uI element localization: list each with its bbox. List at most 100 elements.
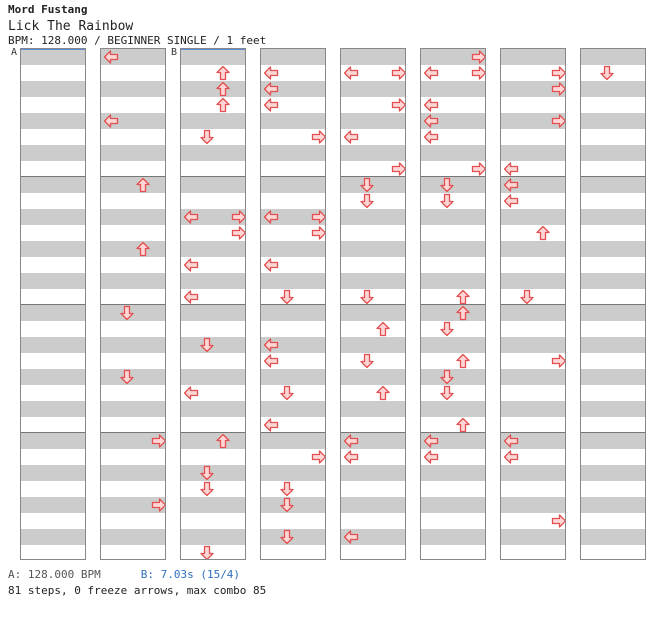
beat-stripe [101, 401, 165, 417]
beat-stripe [21, 113, 85, 129]
arrow-left-icon [423, 129, 439, 145]
beat-stripe [421, 49, 485, 65]
arrow-down-icon [119, 369, 135, 385]
measure-line [21, 432, 85, 433]
beat-stripe [261, 81, 325, 97]
beat-stripe [21, 305, 85, 321]
arrow-left-icon [103, 49, 119, 65]
arrow-left-icon [423, 449, 439, 465]
beat-stripe [261, 273, 325, 289]
beat-stripe [261, 337, 325, 353]
arrow-right-icon [391, 65, 405, 81]
beat-stripe [261, 305, 325, 321]
beat-stripe [501, 529, 565, 545]
arrow-up-icon [455, 417, 471, 433]
arrow-down-icon [439, 193, 455, 209]
arrow-right-icon [231, 225, 245, 241]
arrow-down-icon [599, 65, 615, 81]
beat-stripe [21, 369, 85, 385]
beat-stripe [181, 369, 245, 385]
beat-stripe [261, 145, 325, 161]
beat-stripe [581, 433, 645, 449]
arrow-right-icon [311, 129, 325, 145]
arrow-right-icon [311, 225, 325, 241]
arrow-left-icon [343, 65, 359, 81]
beat-stripe [101, 337, 165, 353]
arrow-right-icon [231, 209, 245, 225]
beat-stripe [501, 369, 565, 385]
arrow-up-icon [135, 177, 151, 193]
beat-stripe [341, 49, 405, 65]
arrow-down-icon [279, 529, 295, 545]
arrow-down-icon [359, 289, 375, 305]
arrow-right-icon [471, 161, 485, 177]
beat-stripe [581, 337, 645, 353]
arrow-left-icon [503, 177, 519, 193]
arrow-down-icon [199, 337, 215, 353]
arrow-right-icon [551, 65, 565, 81]
measure-line [421, 176, 485, 177]
arrow-up-icon [375, 385, 391, 401]
beat-stripe [501, 177, 565, 193]
measure-line [261, 176, 325, 177]
measure-line [581, 176, 645, 177]
beat-stripe [421, 241, 485, 257]
arrow-down-icon [359, 177, 375, 193]
measure-line [341, 176, 405, 177]
arrow-left-icon [183, 289, 199, 305]
beat-stripe [101, 177, 165, 193]
arrow-right-icon [551, 513, 565, 529]
beat-stripe [341, 305, 405, 321]
arrow-down-icon [359, 193, 375, 209]
measure-line [501, 304, 565, 305]
beat-stripe [261, 433, 325, 449]
beat-stripe [421, 81, 485, 97]
arrow-left-icon [343, 529, 359, 545]
arrow-right-icon [311, 449, 325, 465]
beat-stripe [581, 241, 645, 257]
arrow-down-icon [279, 289, 295, 305]
beat-stripe [101, 145, 165, 161]
measure-line [341, 304, 405, 305]
arrow-left-icon [343, 433, 359, 449]
beat-stripe [501, 433, 565, 449]
beat-stripe [181, 401, 245, 417]
arrow-right-icon [471, 49, 485, 65]
measure-line [21, 176, 85, 177]
beat-stripe [21, 177, 85, 193]
bpm-b-label: B: 7.03s (15/4) [140, 568, 241, 581]
beat-stripe [181, 433, 245, 449]
arrow-left-icon [263, 353, 279, 369]
arrow-up-icon [455, 305, 471, 321]
arrow-left-icon [343, 449, 359, 465]
beat-stripe [341, 497, 405, 513]
step-stats: 81 steps, 0 freeze arrows, max combo 85 [8, 584, 267, 597]
beat-stripe [341, 241, 405, 257]
beat-stripe [501, 81, 565, 97]
arrow-left-icon [263, 337, 279, 353]
beat-stripe [261, 401, 325, 417]
chart-column [100, 48, 166, 560]
measure-line [261, 432, 325, 433]
arrow-down-icon [279, 481, 295, 497]
beat-stripe [501, 145, 565, 161]
beat-stripe [341, 433, 405, 449]
arrow-up-icon [215, 65, 231, 81]
arrow-up-icon [215, 81, 231, 97]
arrow-up-icon [135, 241, 151, 257]
arrow-down-icon [439, 321, 455, 337]
beat-stripe [501, 305, 565, 321]
beat-stripe [421, 337, 485, 353]
beat-stripe [181, 113, 245, 129]
beat-stripe [581, 209, 645, 225]
measure-line [581, 304, 645, 305]
marker-b: B [171, 47, 178, 58]
arrow-down-icon [439, 369, 455, 385]
arrow-up-icon [215, 97, 231, 113]
measure-line [101, 304, 165, 305]
arrow-left-icon [103, 113, 119, 129]
arrow-left-icon [263, 65, 279, 81]
beat-stripe [341, 369, 405, 385]
arrow-up-icon [455, 353, 471, 369]
beat-stripe [581, 497, 645, 513]
